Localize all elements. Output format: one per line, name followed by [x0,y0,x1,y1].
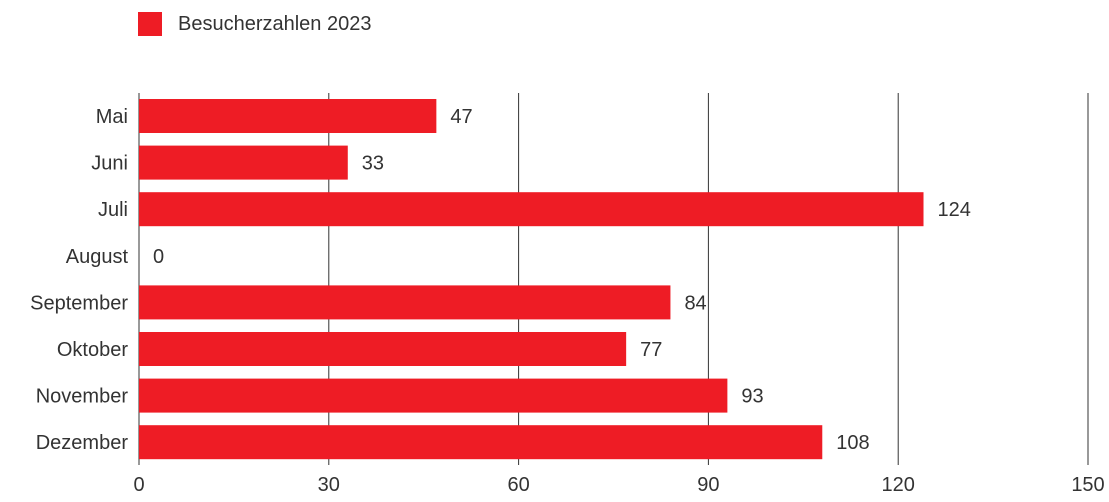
bar-juni [139,145,348,180]
data-label: 33 [362,153,384,175]
y-tick-label: Juni [91,153,128,175]
data-label: 47 [450,106,472,128]
bar-oktober [139,332,627,366]
legend-swatch [138,12,162,36]
data-label: 84 [684,292,706,314]
x-tick-label: 0 [133,474,144,496]
legend: Besucherzahlen 2023 [138,11,371,37]
legend-label: Besucherzahlen 2023 [178,12,372,35]
data-label: 124 [938,199,971,221]
x-tick-label: 120 [882,474,915,496]
x-tick-label: 150 [1071,474,1104,496]
data-label: 108 [836,432,869,454]
y-tick-label: November [36,386,129,408]
bar-dezember [139,425,823,460]
x-tick-label: 30 [318,474,340,496]
y-tick-label: Oktober [57,339,128,361]
bar-juli [139,192,924,227]
y-tick-label: August [66,246,129,268]
x-tick-label: 90 [697,474,719,496]
data-label: 0 [153,246,164,268]
y-tick-label: Mai [96,106,128,128]
y-tick-label: Dezember [36,432,129,454]
y-tick-label: Juli [98,199,128,221]
bar-mai [139,99,437,133]
bar-september [139,285,671,320]
data-label: 93 [741,386,763,408]
bar-november [139,378,728,413]
data-label: 77 [640,339,662,361]
y-tick-label: September [30,292,128,314]
x-tick-label: 60 [507,474,529,496]
